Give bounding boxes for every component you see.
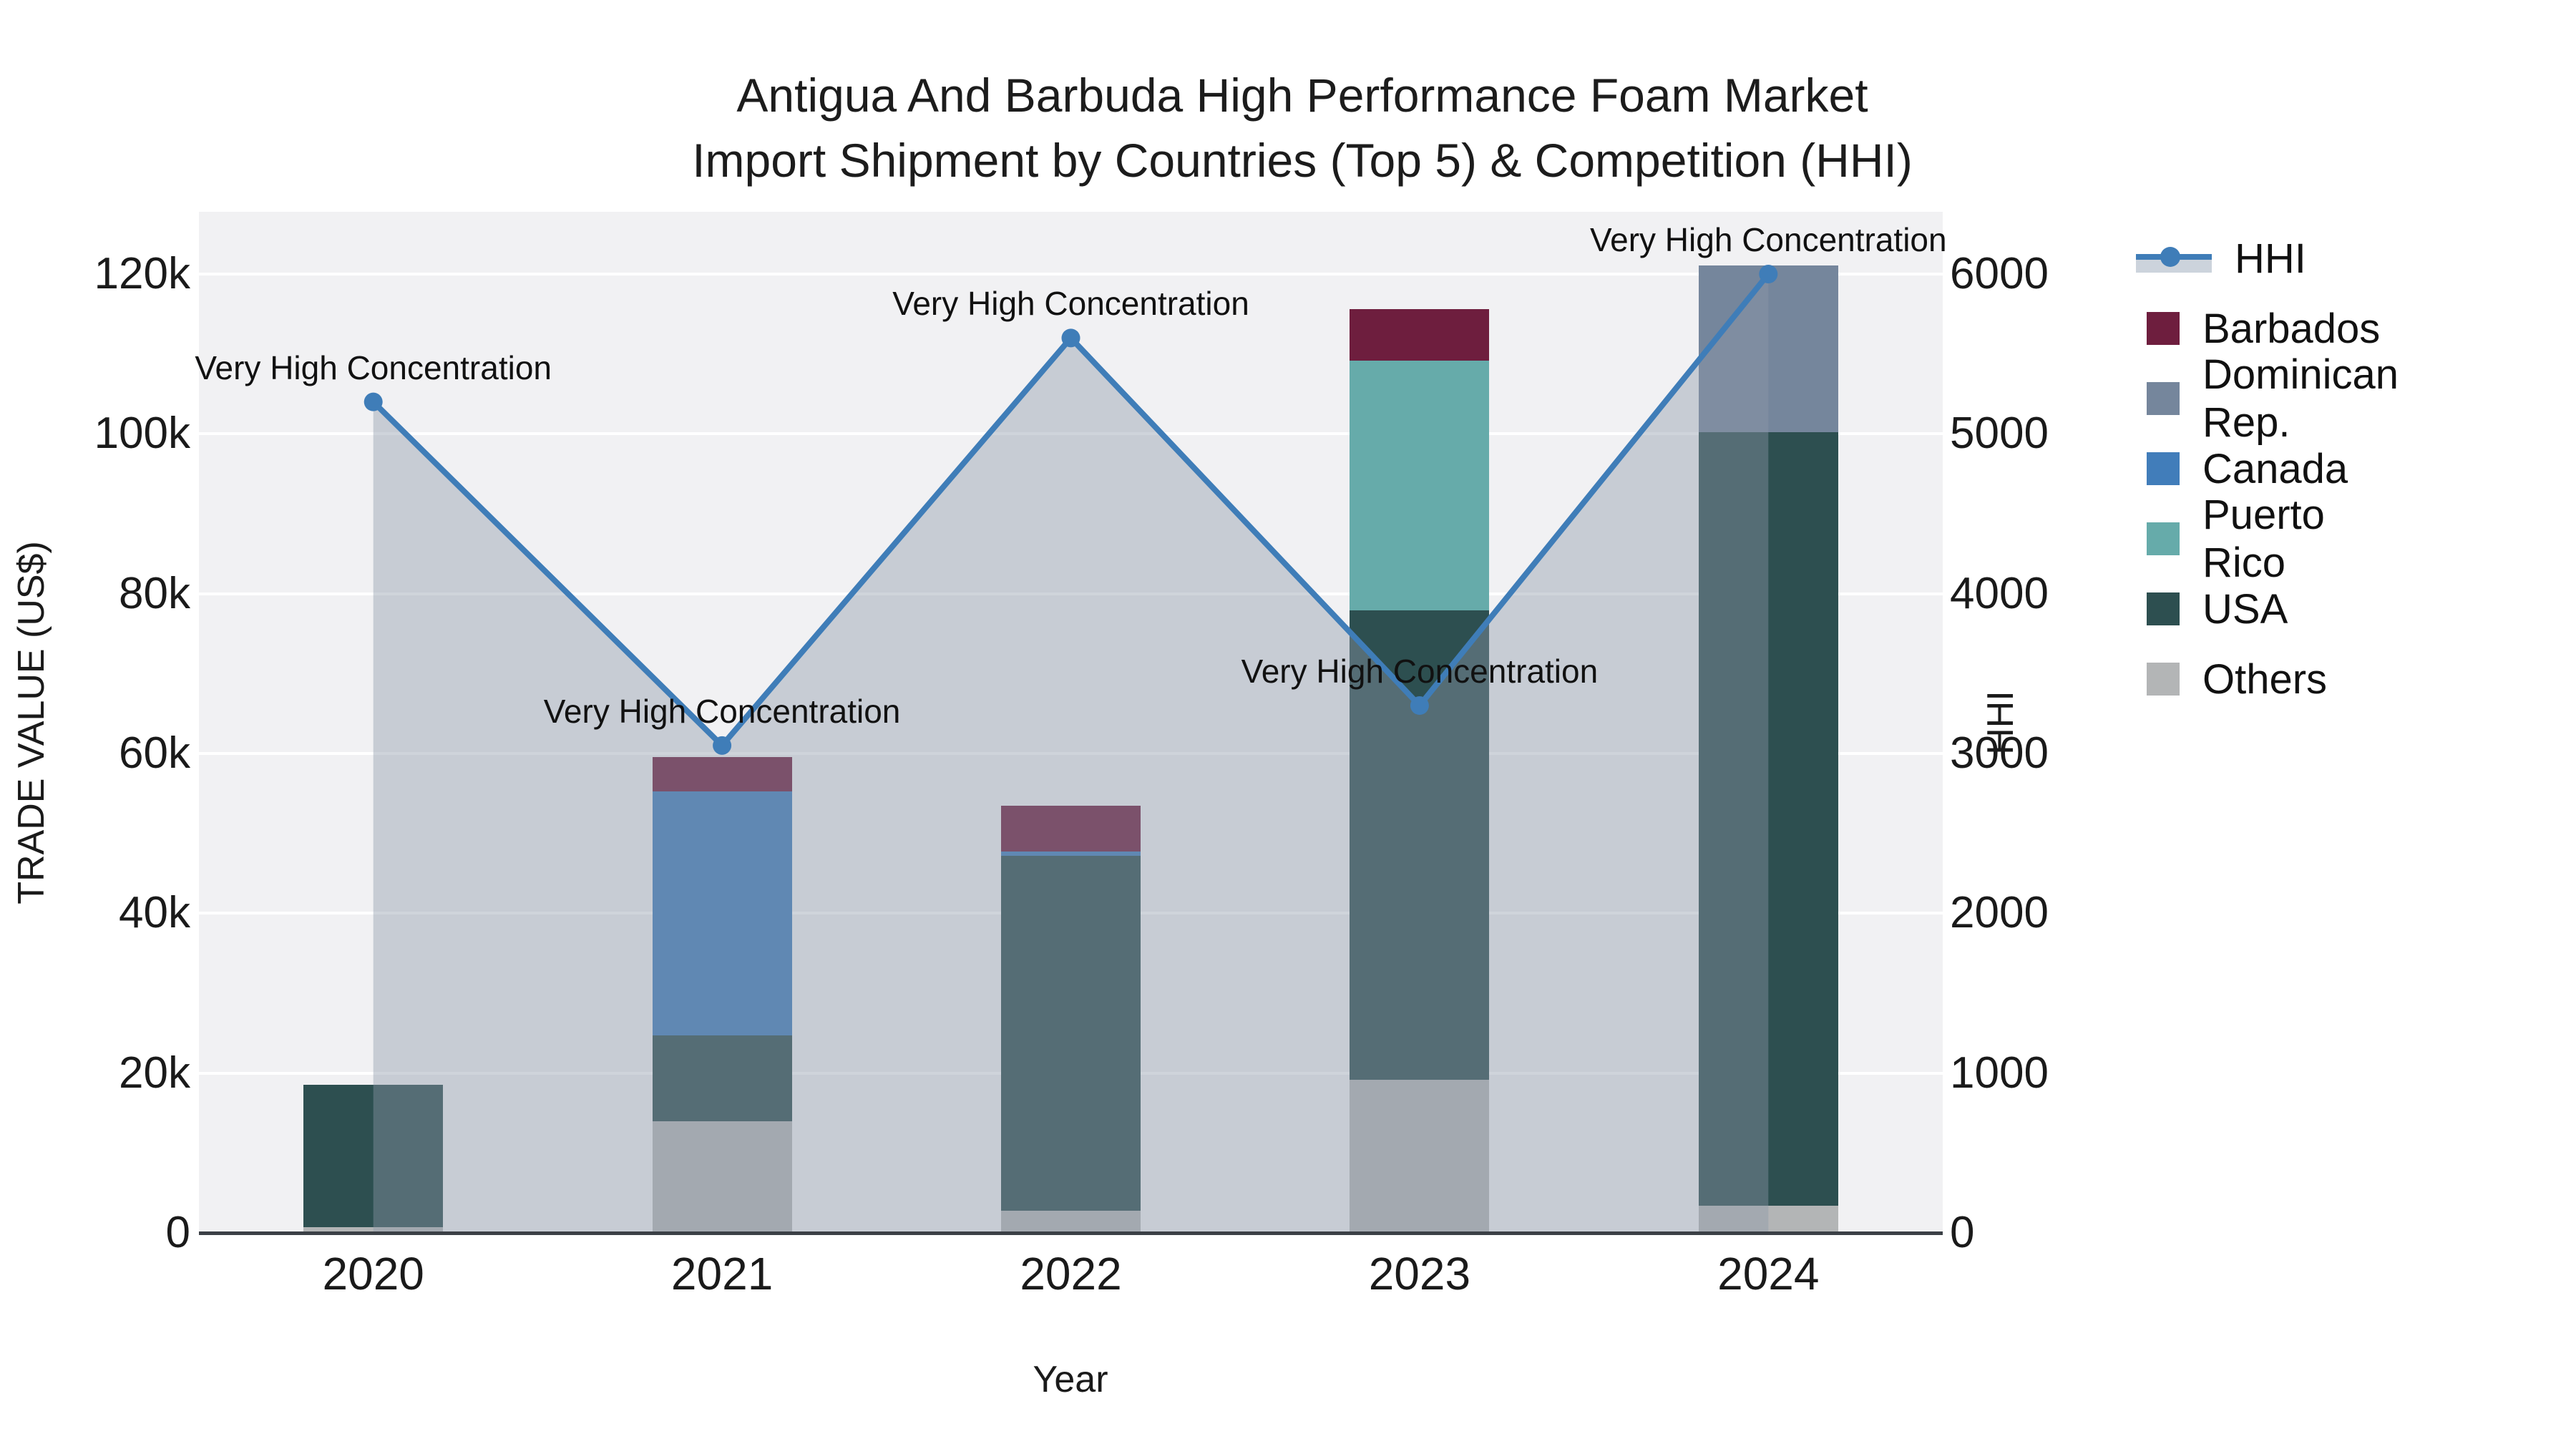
annotation-2021: Very High Concentration: [543, 692, 901, 730]
legend-swatch-icon: [2147, 592, 2180, 625]
legend-item-dominican-rep-[interactable]: Dominican Rep.: [2136, 351, 2399, 446]
annotation-2024: Very High Concentration: [1589, 221, 1947, 258]
x-axis-line: [199, 1231, 1943, 1235]
bar-2020-others: [303, 1226, 444, 1233]
bar-2023-barbados: [1350, 309, 1490, 361]
x-tick-2024: 2024: [1717, 1248, 1820, 1299]
y-right-tick-1000: 1000: [1950, 1048, 2049, 1098]
y-right-tick-2000: 2000: [1950, 888, 2049, 938]
h-gridline: [199, 432, 1943, 436]
bar-2024-usa: [1698, 432, 1838, 1206]
x-axis-title: Year: [1033, 1359, 1108, 1400]
legend-swatch-icon: [2147, 382, 2180, 415]
hhi-marker-2020: [364, 392, 383, 411]
y-left-tick-80k: 80k: [119, 568, 190, 618]
y-right-tick-4000: 4000: [1950, 568, 2049, 618]
legend-item-label: HHI: [2235, 235, 2306, 282]
x-tick-2023: 2023: [1368, 1248, 1471, 1299]
y-left-tick-40k: 40k: [119, 888, 190, 938]
y-right-tick-3000: 3000: [1950, 728, 2049, 778]
h-gridline: [199, 273, 1943, 275]
bar-2024-others: [1698, 1206, 1838, 1233]
bar-2021-canada: [652, 791, 792, 1036]
y-left-tick-60k: 60k: [119, 728, 190, 778]
legend-item-label: Dominican Rep.: [2202, 351, 2399, 446]
hhi-marker-2022: [1061, 328, 1080, 348]
hhi-marker-2024: [1759, 265, 1778, 283]
legend-item-barbados[interactable]: Barbados: [2136, 293, 2380, 364]
annotation-2020: Very High Concentration: [195, 348, 552, 386]
chart-title-line2: Import Shipment by Countries (Top 5) & C…: [692, 134, 1913, 187]
bar-2023-usa: [1350, 610, 1490, 1080]
h-gridline: [199, 592, 1943, 595]
legend-item-usa[interactable]: USA: [2136, 574, 2288, 644]
bar-2022-barbados: [1001, 806, 1141, 852]
bar-2022-canada: [1001, 851, 1141, 856]
y-left-tick-100k: 100k: [94, 409, 190, 459]
bar-2021-barbados: [652, 757, 792, 792]
legend-swatch-icon: [2147, 522, 2180, 555]
legend-item-others[interactable]: Others: [2136, 644, 2327, 714]
y-left-axis-title: TRADE VALUE (US$): [11, 541, 52, 904]
legend-item-label: Puerto Rico: [2202, 492, 2325, 586]
legend-item-label: Others: [2202, 655, 2328, 703]
y-left-tick-120k: 120k: [94, 249, 190, 298]
bar-2023-others: [1350, 1079, 1490, 1233]
legend-item-label: Barbados: [2202, 305, 2381, 352]
legend-item-canada[interactable]: Canada: [2136, 434, 2348, 504]
y-left-tick-20k: 20k: [119, 1048, 190, 1098]
bar-2023-puerto-rico: [1350, 360, 1490, 611]
bar-2021-usa: [652, 1035, 792, 1121]
y-right-axis-title: HHI: [1980, 691, 2021, 755]
y-left-tick-0: 0: [165, 1208, 190, 1257]
x-tick-2022: 2022: [1020, 1248, 1122, 1299]
y-right-tick-6000: 6000: [1950, 249, 2049, 298]
legend-swatch-icon: [2147, 452, 2180, 485]
hhi-area-fill: [373, 274, 1769, 1233]
legend-item-label: Canada: [2202, 445, 2348, 492]
hhi-line-legend-icon: [2136, 244, 2212, 273]
legend-item-hhi[interactable]: HHI: [2136, 223, 2306, 293]
legend-item-label: USA: [2202, 585, 2288, 633]
bar-2021-others: [652, 1121, 792, 1233]
legend-swatch-icon: [2147, 312, 2180, 345]
legend-swatch-icon: [2147, 663, 2180, 696]
h-gridline: [199, 752, 1943, 755]
y-right-tick-5000: 5000: [1950, 409, 2049, 459]
annotation-2022: Very High Concentration: [892, 285, 1249, 323]
bar-2020-usa: [303, 1085, 444, 1227]
y-right-tick-0: 0: [1950, 1208, 1975, 1257]
hhi-marker-2021: [713, 736, 732, 755]
legend-item-puerto-rico[interactable]: Puerto Rico: [2136, 492, 2325, 586]
bar-2024-dominican-rep-: [1698, 265, 1838, 433]
x-tick-2020: 2020: [322, 1248, 424, 1299]
annotation-2023: Very High Concentration: [1241, 653, 1599, 690]
chart-title-line1: Antigua And Barbuda High Performance Foa…: [736, 69, 1868, 122]
bar-2022-usa: [1001, 855, 1141, 1211]
hhi-marker-2023: [1410, 696, 1429, 715]
bar-2022-others: [1001, 1210, 1141, 1233]
x-tick-2021: 2021: [670, 1248, 774, 1299]
